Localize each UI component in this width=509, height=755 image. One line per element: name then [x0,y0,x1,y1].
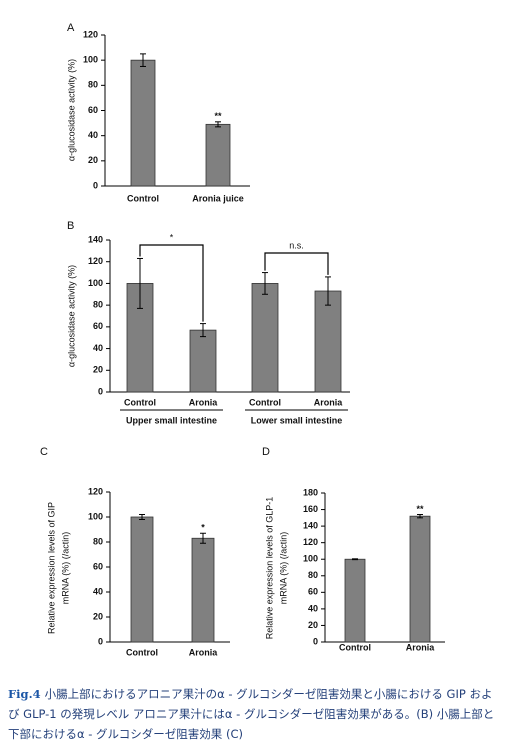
bar [314,290,342,393]
y-tick-label: 0 [313,636,318,646]
y-axis-label: mRNA (%) (/actin) [60,532,70,605]
error-bar [417,514,423,519]
y-tick-label: 80 [88,80,98,90]
bar [130,59,156,187]
error-bar [200,532,206,544]
y-tick-label: 100 [83,55,98,65]
y-axis-label: mRNA (%) (/actin) [278,532,288,605]
y-tick-label: 80 [308,570,318,580]
significance-label: ** [416,504,424,514]
y-tick-label: 0 [98,636,103,646]
x-tick-label: Control [339,642,371,652]
x-tick-label: Aronia juice [192,193,244,203]
figure: Aα-glucosidase activity (%) 0 20 40 60 80 100 1… [40,22,445,657]
bar [189,329,217,393]
x-tick-label: Control [127,193,159,203]
y-tick-label: 120 [88,256,103,266]
bar [191,537,215,643]
significance-bracket [139,244,204,322]
error-bar [215,121,221,128]
bar [409,515,431,643]
significance-label: ** [214,111,222,121]
bar [130,516,154,643]
x-tick-label: Control [124,397,156,407]
y-axis-label: α-glucosidase activity (%) [66,59,76,161]
error-bar [325,276,331,306]
y-tick-label: 120 [88,486,103,496]
caption-label: Fig.4 [8,687,41,701]
error-bar [137,257,143,309]
caption-text: 小腸上部におけるアロニア果汁のα - グルコシダーゼ阻害効果と小腸における GI… [8,687,495,741]
y-tick-label: 120 [303,537,318,547]
significance-label: n.s. [289,240,304,250]
group-label: Upper small intestine [126,415,217,425]
y-tick-label: 180 [303,487,318,497]
x-tick-label: Aronia [189,647,218,657]
y-tick-label: 120 [83,29,98,39]
y-tick-label: 20 [88,155,98,165]
bar [344,558,366,643]
y-tick-label: 160 [303,504,318,514]
y-tick-label: 0 [93,180,98,190]
y-tick-label: 60 [93,561,103,571]
panel-label: A [67,22,75,34]
y-tick-label: 100 [88,278,103,288]
y-tick-label: 40 [93,343,103,353]
group-label: Lower small intestine [251,415,343,425]
y-axis-label: Relative expression levels of GIP [46,502,56,634]
y-tick-label: 20 [93,611,103,621]
y-tick-label: 60 [93,321,103,331]
y-tick-label: 0 [98,386,103,396]
significance-bracket [264,252,329,275]
caption: Fig.4 小腸上部におけるアロニア果汁のα - グルコシダーゼ阻害効果と小腸にお… [8,684,502,744]
panel-label: D [262,446,270,458]
error-bar [262,272,268,295]
y-tick-label: 60 [88,105,98,115]
x-tick-label: Aronia [189,397,218,407]
error-bar [140,53,146,67]
y-tick-label: 40 [93,586,103,596]
x-tick-label: Aronia [406,642,435,652]
significance-label: * [201,523,205,533]
y-tick-label: 80 [93,536,103,546]
error-bar [200,323,206,338]
panel-label: C [40,446,48,458]
y-tick-label: 100 [303,554,318,564]
y-tick-label: 60 [308,587,318,597]
y-tick-label: 40 [308,603,318,613]
bar [205,123,231,187]
significance-label: * [170,232,174,242]
y-tick-label: 40 [88,130,98,140]
y-tick-label: 20 [308,620,318,630]
y-tick-label: 20 [93,365,103,375]
error-bar [352,558,358,561]
y-tick-label: 100 [88,511,103,521]
y-tick-label: 140 [88,234,103,244]
error-bar [139,514,145,520]
y-tick-label: 140 [303,520,318,530]
bar [251,283,279,393]
x-tick-label: Control [126,647,158,657]
x-tick-label: Aronia [314,397,343,407]
y-axis-label: Relative expression levels of GLP-1 [264,497,274,640]
y-axis-label: α-glucosidase activity (%) [66,265,76,367]
x-tick-label: Control [249,397,281,407]
y-tick-label: 80 [93,300,103,310]
panel-label: B [67,220,74,232]
